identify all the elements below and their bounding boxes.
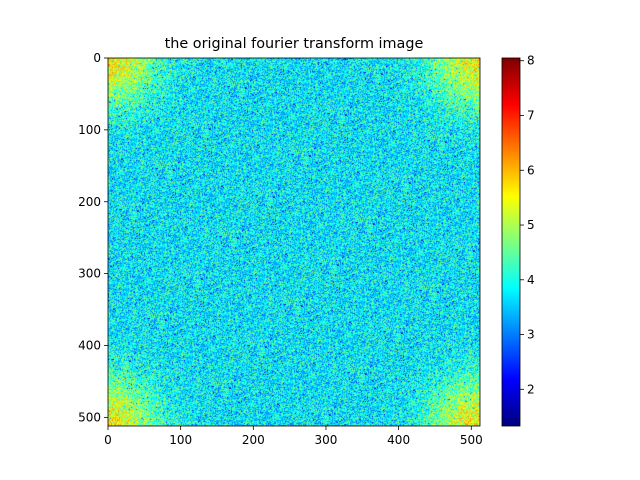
colorbar-gradient — [502, 58, 520, 426]
plot-frame — [107, 57, 481, 427]
colorbar-gradient-container — [502, 58, 520, 426]
y-tick-label: 100 — [78, 123, 101, 137]
y-tick-label: 500 — [78, 410, 101, 424]
colorbar-frame — [501, 57, 521, 427]
colorbar-tick-label: 6 — [527, 163, 535, 177]
x-tick-label: 400 — [387, 433, 410, 447]
y-tick-label: 200 — [78, 195, 101, 209]
colorbar-tick-label: 8 — [527, 54, 535, 68]
y-tick-label: 300 — [78, 267, 101, 281]
colorbar-tick-label: 4 — [527, 273, 535, 287]
x-tick-label: 200 — [242, 433, 265, 447]
colorbar-tick-label: 5 — [527, 218, 535, 232]
colorbar-tick-label: 7 — [527, 109, 535, 123]
x-tick-label: 500 — [460, 433, 483, 447]
y-axis: 0 100 200 300 400 500 — [78, 51, 108, 424]
x-tick-label: 0 — [104, 433, 112, 447]
x-tick-label: 300 — [315, 433, 338, 447]
chart-title: the original fourier transform image — [165, 36, 424, 52]
heatmap-image — [108, 58, 480, 426]
colorbar-axis: 2 3 4 5 6 7 8 — [520, 54, 535, 396]
y-tick-label: 400 — [78, 339, 101, 353]
x-axis: 0 100 200 300 400 500 — [104, 426, 483, 447]
colorbar-tick-label: 2 — [527, 382, 535, 396]
x-tick-label: 100 — [169, 433, 192, 447]
heatmap-image-container — [108, 58, 480, 426]
y-tick-label: 0 — [93, 51, 101, 65]
colorbar-tick-label: 3 — [527, 328, 535, 342]
